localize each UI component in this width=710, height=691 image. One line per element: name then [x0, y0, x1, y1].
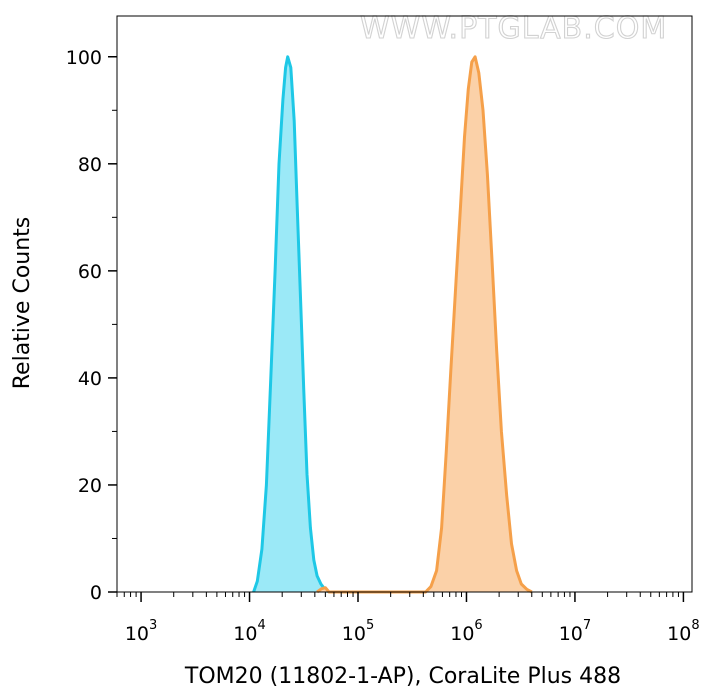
x-tick-label: 107: [559, 618, 591, 645]
x-tick-label: 108: [667, 618, 699, 645]
y-tick-label: 80: [78, 154, 102, 176]
y-tick-label: 0: [90, 582, 102, 604]
x-tick-label: 103: [125, 618, 157, 645]
x-tick-label: 106: [450, 618, 482, 645]
plot-area: [252, 55, 533, 594]
series-2-line: [316, 55, 533, 594]
plot-frame: [116, 15, 693, 593]
series-2-area: [317, 56, 532, 593]
y-tick-label: 20: [78, 475, 102, 497]
x-tick-label: 105: [342, 618, 374, 645]
series-1-line: [252, 55, 330, 594]
series-1-area: [253, 56, 329, 593]
axes: 0 20 40 60 80 100 103 104 105 106 107 108: [66, 15, 700, 645]
y-tick-label: 100: [66, 47, 102, 69]
x-axis-title: TOM20 (11802-1-AP), CoraLite Plus 488: [184, 664, 621, 689]
y-tick-label: 60: [78, 261, 102, 283]
x-tick-label: 104: [233, 618, 265, 645]
y-tick-label: 40: [78, 368, 102, 390]
y-axis-title: Relative Counts: [10, 217, 35, 390]
